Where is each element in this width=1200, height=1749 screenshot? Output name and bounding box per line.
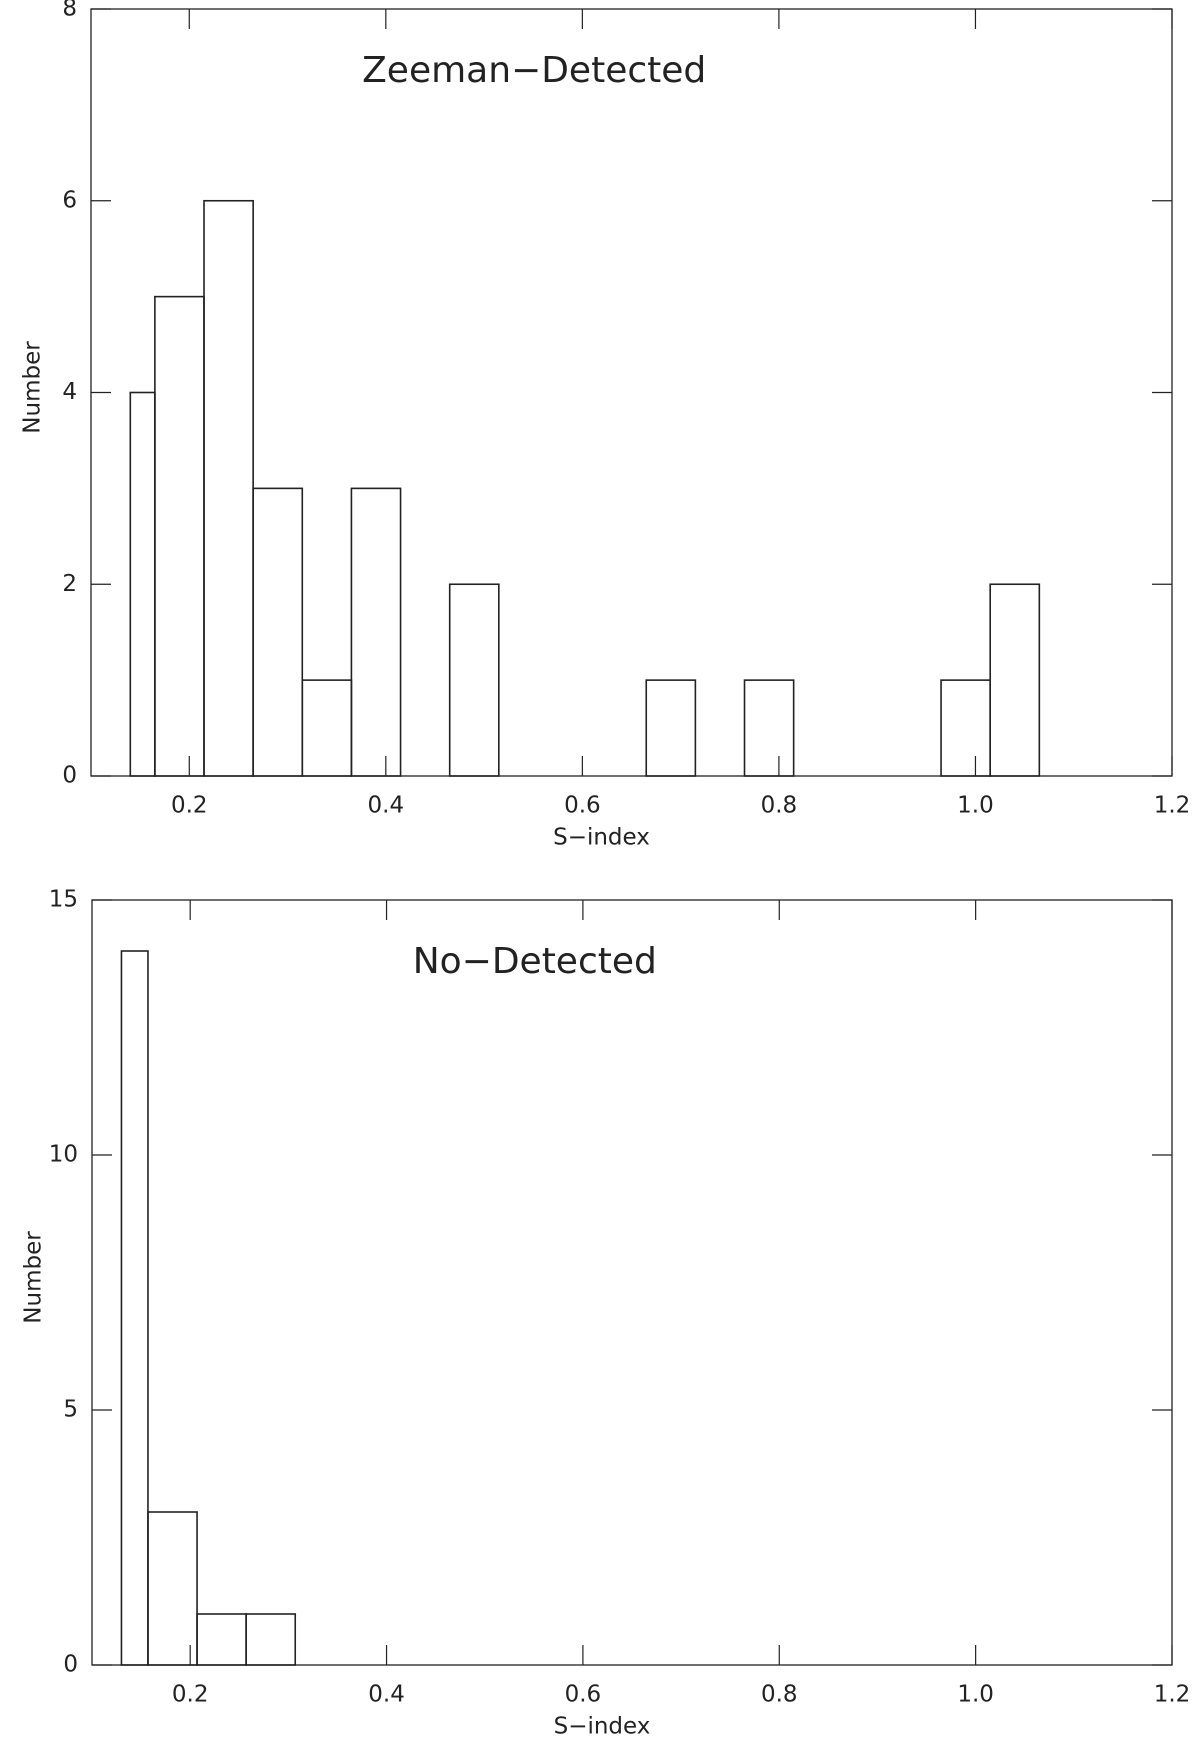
bar [350,487,402,777]
bar [120,950,149,1666]
plot-frame [91,899,1173,1666]
x-tick-label: 0.2 [172,1682,209,1708]
y-tick-label: 8 [62,0,77,22]
x-tick-label: 1.0 [957,793,994,819]
y-tick-label: 10 [49,1142,78,1168]
chart-title: No−Detected [413,941,657,982]
bar [645,679,697,777]
x-tick-label: 0.8 [761,1682,798,1708]
y-tick-label: 2 [62,571,77,597]
chart-title: Zeeman−Detected [362,50,706,91]
bar [989,583,1041,777]
y-tick-label: 4 [62,379,77,405]
bar [448,583,500,777]
y-axis-label: Number [21,1231,47,1324]
x-tick-label: 1.2 [1154,1682,1191,1708]
bar [129,391,156,777]
bar [154,295,205,777]
bar [743,679,795,777]
x-tick-label: 0.6 [565,1682,602,1708]
bar [940,679,991,777]
y-tick-label: 0 [62,763,77,789]
y-tick-label: 5 [63,1397,78,1423]
bar [147,1511,198,1666]
bar [203,199,254,777]
x-tick-label: 1.2 [1154,793,1191,819]
x-tick-label: 0.8 [761,793,798,819]
y-axis-label: Number [20,341,46,434]
x-axis-label: S−index [553,825,650,851]
bar [301,679,353,777]
bar [196,1613,247,1666]
x-axis-label: S−index [554,1714,651,1740]
y-tick-label: 6 [62,187,77,213]
bar [245,1613,297,1666]
y-tick-label: 0 [63,1652,78,1678]
x-tick-label: 1.0 [957,1682,994,1708]
x-tick-label: 0.4 [368,1682,405,1708]
x-tick-label: 0.6 [564,793,601,819]
y-tick-label: 15 [49,887,78,913]
bar [252,487,304,777]
x-tick-label: 0.2 [171,793,208,819]
x-tick-label: 0.4 [368,793,405,819]
